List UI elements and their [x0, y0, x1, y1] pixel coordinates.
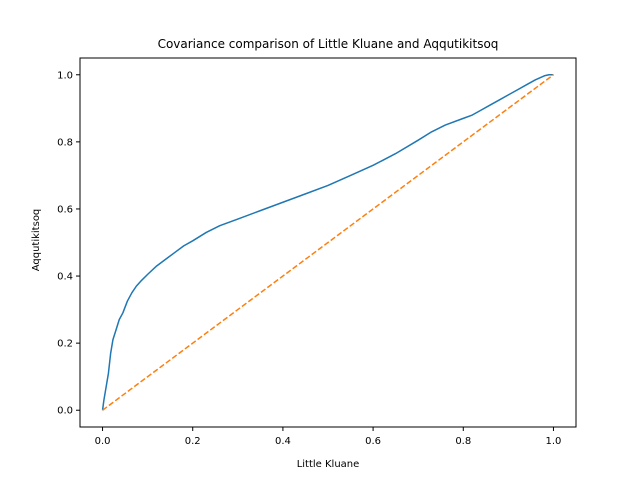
y-tick-label: 0.4	[57, 272, 73, 283]
y-tick-label: 0.2	[57, 339, 73, 350]
x-tick-label: 0.6	[365, 436, 381, 447]
y-tick-label: 0.8	[57, 137, 73, 148]
y-tick-label: 0.0	[57, 406, 73, 417]
plot-area	[101, 74, 554, 411]
y-tick-label: 1.0	[57, 70, 73, 81]
series-line-1	[101, 74, 554, 411]
x-axis: 0.0 0.2 0.4 0.6 0.8 1.0	[95, 427, 562, 447]
series-line-2	[102, 74, 554, 411]
y-axis-label: Aqqutikitsoq	[31, 209, 42, 272]
y-axis: 0.0 0.2 0.4 0.6 0.8 1.0	[57, 70, 80, 417]
x-tick-label: 0.0	[95, 436, 111, 447]
x-axis-label: Little Kluane	[297, 459, 360, 470]
y-tick-label: 0.6	[57, 204, 73, 215]
x-tick-label: 0.2	[185, 436, 201, 447]
x-tick-label: 0.4	[275, 436, 291, 447]
chart-title: Covariance comparison of Little Kluane a…	[158, 37, 499, 51]
x-tick-label: 0.8	[455, 436, 471, 447]
x-tick-label: 1.0	[546, 436, 562, 447]
plot-frame	[79, 57, 577, 428]
